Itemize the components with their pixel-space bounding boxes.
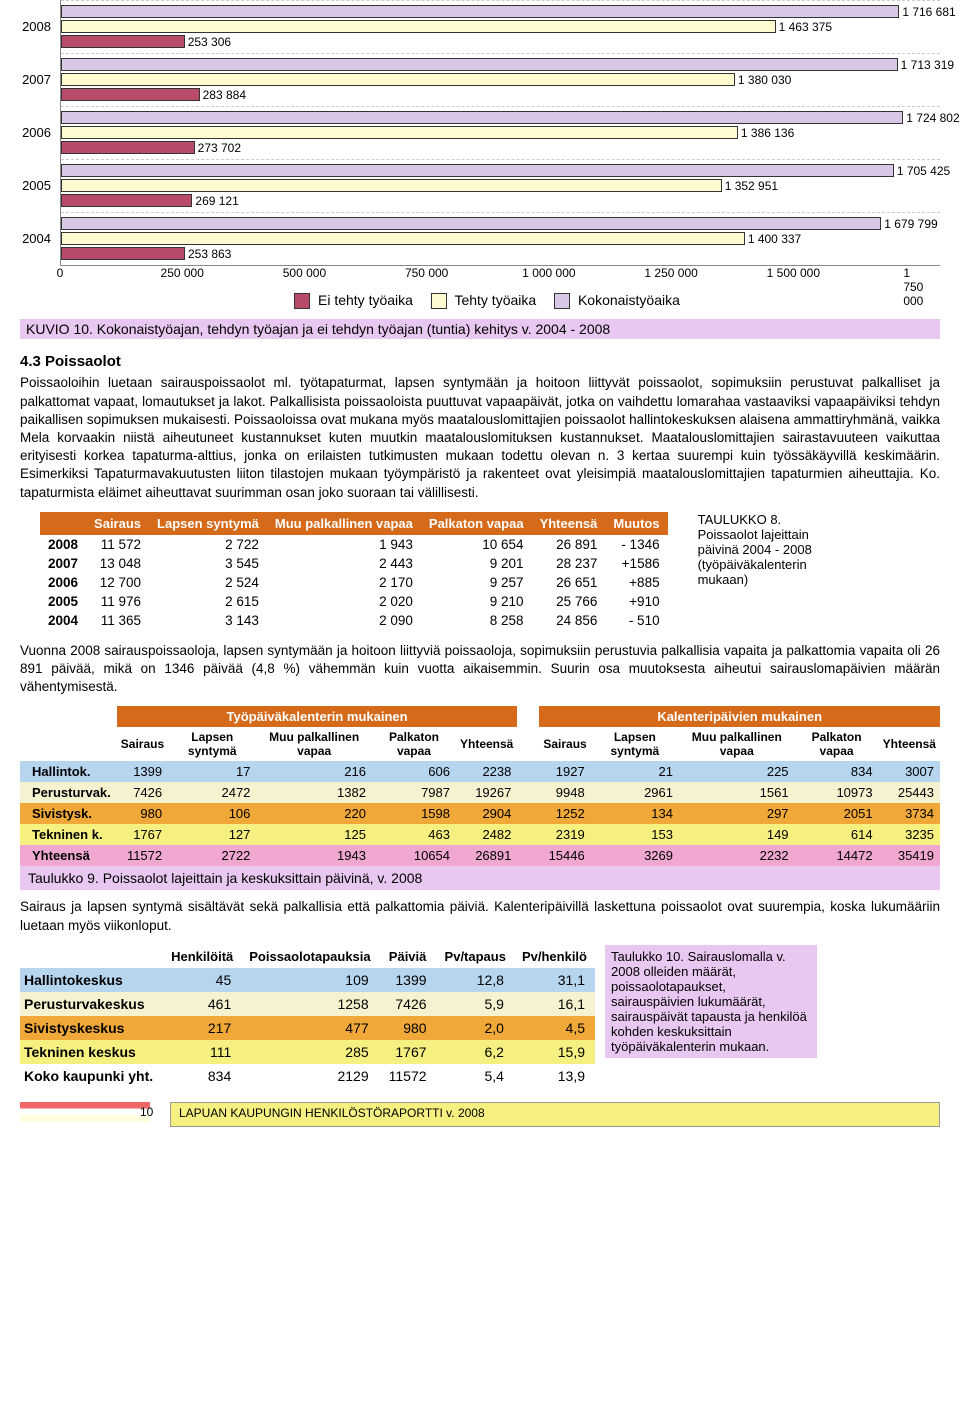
page-number: 10 (140, 1105, 153, 1119)
bar-chart: 20081 716 6811 463 375253 30620071 713 3… (60, 0, 940, 266)
figure-caption-10: KUVIO 10. Kokonaistyöajan, tehdyn työaja… (20, 319, 940, 339)
footer-stripe (20, 1102, 150, 1122)
footer-title: LAPUAN KAUPUNGIN HENKILÖSTÖRAPORTTI v. 2… (170, 1102, 940, 1127)
chart-legend: Ei tehty työaika Tehty työaika Kokonaist… (0, 292, 960, 309)
page-footer: 10 LAPUAN KAUPUNGIN HENKILÖSTÖRAPORTTI v… (20, 1102, 940, 1126)
legend-swatch-worked (431, 293, 447, 309)
paragraph-after-table-8: Vuonna 2008 sairauspoissaoloja, lapsen s… (20, 642, 940, 697)
table-10: HenkilöitäPoissaolotapauksiaPäiviäPv/tap… (20, 945, 595, 1088)
table-8: SairausLapsen syntymäMuu palkallinen vap… (40, 512, 668, 630)
legend-swatch-notworked (294, 293, 310, 309)
legend-swatch-total (554, 293, 570, 309)
table-9-caption: Taulukko 9. Poissaolot lajeittain ja kes… (20, 866, 940, 890)
section-4-3-title: 4.3 Poissaolot (20, 353, 940, 370)
section-4-3-body: Poissaoloihin luetaan sairauspoissaolot … (20, 374, 940, 502)
table-8-caption: TAULUKKO 8. Poissaolot lajeittain päivin… (698, 512, 838, 587)
legend-label-total: Kokonaistyöaika (578, 292, 680, 308)
paragraph-after-table-9: Sairaus ja lapsen syntymä sisältävät sek… (20, 898, 940, 934)
table-9: Työpäiväkalenterin mukainenKalenteripäiv… (20, 706, 940, 866)
legend-label-notworked: Ei tehty työaika (318, 292, 413, 308)
legend-label-worked: Tehty työaika (454, 292, 536, 308)
chart-x-axis: 0250 000500 000750 0001 000 0001 250 000… (60, 266, 940, 286)
table-10-caption: Taulukko 10. Sairauslomalla v. 2008 olle… (605, 945, 817, 1058)
